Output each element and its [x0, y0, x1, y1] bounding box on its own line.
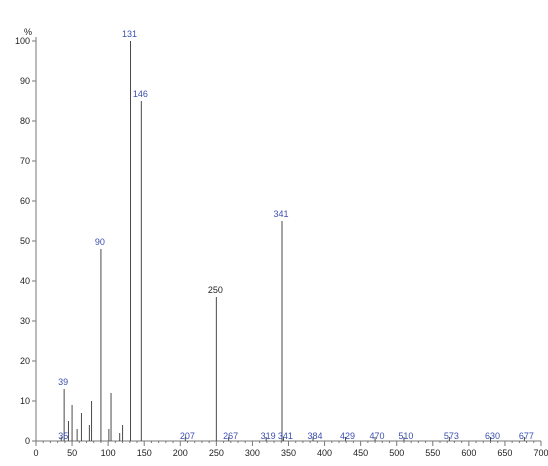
peak-label: 267: [223, 431, 238, 441]
y-axis-unit-label: %: [24, 27, 32, 37]
peak-label: 207: [180, 431, 195, 441]
x-tick-label: 600: [461, 448, 476, 458]
x-tick-label: 350: [281, 448, 296, 458]
x-tick-label: 550: [425, 448, 440, 458]
y-tick-label: 0: [25, 436, 30, 446]
y-tick-label: 100: [15, 36, 30, 46]
x-tick-label: 200: [173, 448, 188, 458]
peak-label: 341: [273, 209, 288, 219]
axes: [32, 37, 542, 446]
peak-label: 250: [208, 285, 223, 295]
peak-label: 573: [444, 431, 459, 441]
x-tick-label: 700: [533, 448, 548, 458]
tick-labels: 0 10 20 30 40 50 60 70 80 90 100 0 50 100 150 200 250 300…: [15, 36, 548, 458]
x-tick-label: 100: [101, 448, 116, 458]
peak-label: 146: [133, 89, 148, 99]
peak-label: 470: [370, 431, 385, 441]
peak-label: 90: [95, 237, 105, 247]
y-tick-label: 40: [20, 276, 30, 286]
y-tick-label: 10: [20, 396, 30, 406]
y-tick-label: 80: [20, 116, 30, 126]
peak-label: 510: [398, 431, 413, 441]
x-tick-label: 0: [33, 448, 38, 458]
peak-label: 131: [122, 29, 137, 39]
peak-label: 39: [58, 377, 68, 387]
x-tick-label: 450: [353, 448, 368, 458]
peak-label: 384: [308, 431, 323, 441]
x-tick-label: 250: [209, 448, 224, 458]
y-tick-label: 20: [20, 356, 30, 366]
y-tick-label: 50: [20, 236, 30, 246]
y-tick-label: 30: [20, 316, 30, 326]
y-tick-label: 90: [20, 76, 30, 86]
peaks: [60, 41, 525, 441]
y-tick-label: 60: [20, 196, 30, 206]
x-tick-label: 150: [137, 448, 152, 458]
peak-label: 341: [278, 431, 293, 441]
x-tick-label: 500: [389, 448, 404, 458]
peak-label: 319: [261, 431, 276, 441]
x-tick-label: 50: [67, 448, 77, 458]
peak-label: 630: [485, 431, 500, 441]
x-tick-label: 650: [497, 448, 512, 458]
peak-label: 677: [519, 431, 534, 441]
peak-label: 35: [58, 431, 68, 441]
x-tick-label: 300: [245, 448, 260, 458]
y-tick-label: 70: [20, 156, 30, 166]
peak-label: 429: [340, 431, 355, 441]
x-tick-label: 400: [317, 448, 332, 458]
